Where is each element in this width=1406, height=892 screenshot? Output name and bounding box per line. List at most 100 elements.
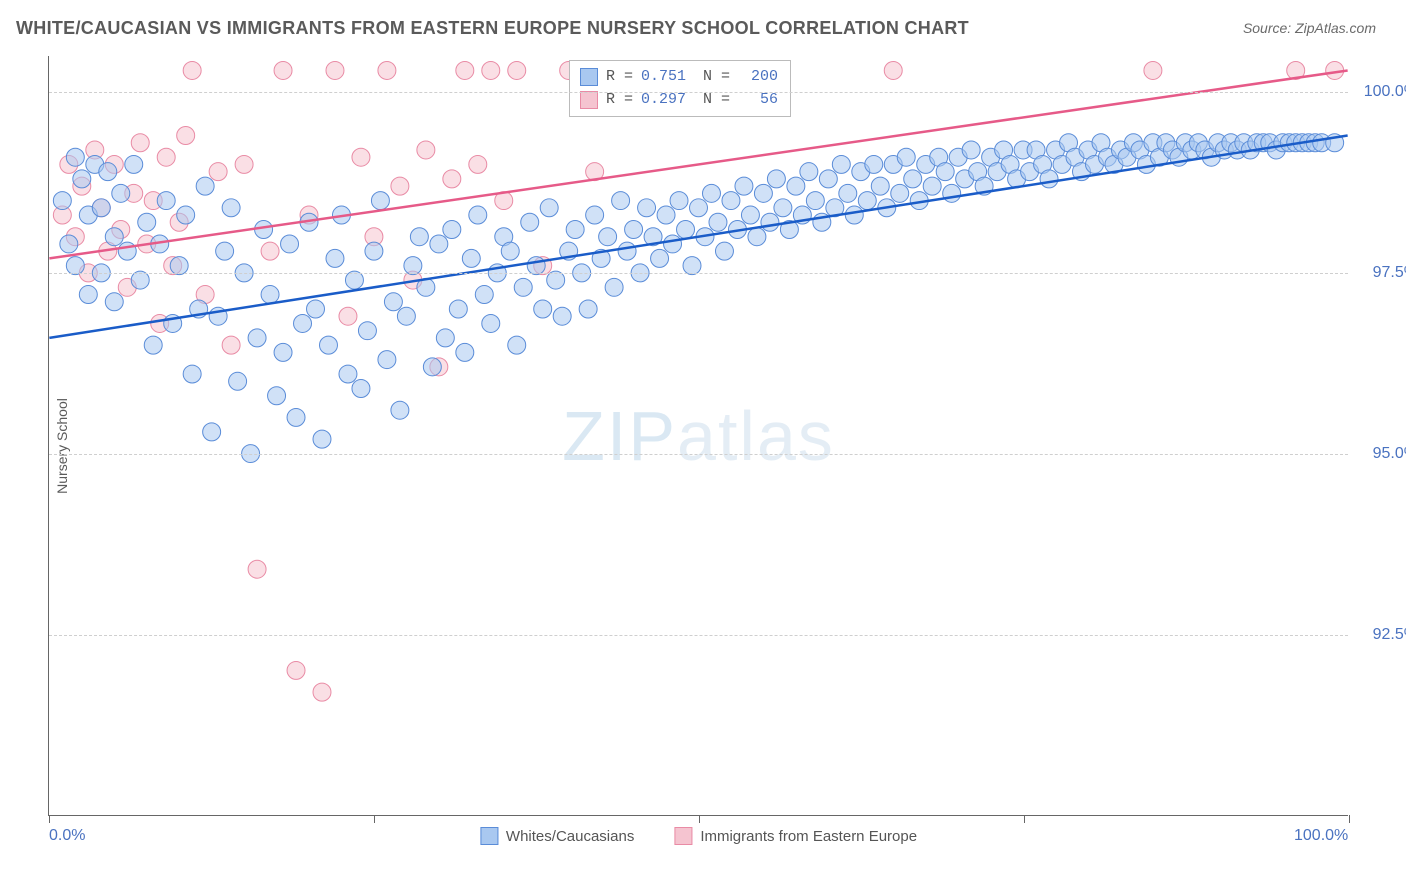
data-point (339, 307, 357, 325)
data-point (897, 148, 915, 166)
data-point (352, 380, 370, 398)
data-point (157, 148, 175, 166)
data-point (183, 61, 201, 79)
data-point (469, 206, 487, 224)
data-point (222, 336, 240, 354)
data-point (177, 127, 195, 145)
data-point (443, 170, 461, 188)
data-point (222, 199, 240, 217)
data-point (540, 199, 558, 217)
x-tick-label: 100.0% (1294, 827, 1348, 845)
data-point (871, 177, 889, 195)
data-point (670, 192, 688, 210)
data-point (358, 322, 376, 340)
data-point (521, 213, 539, 231)
bottom-legend-label: Whites/Caucasians (506, 828, 634, 845)
data-point (891, 184, 909, 202)
data-point (508, 336, 526, 354)
data-point (99, 163, 117, 181)
legend-row: R =0.751N =200 (580, 66, 778, 89)
data-point (709, 213, 727, 231)
data-point (397, 307, 415, 325)
data-point (183, 365, 201, 383)
data-point (287, 408, 305, 426)
y-tick-label: 95.0% (1373, 445, 1406, 463)
data-point (417, 141, 435, 159)
data-point (501, 242, 519, 260)
data-point (482, 314, 500, 332)
data-point (962, 141, 980, 159)
data-point (339, 365, 357, 383)
data-point (66, 257, 84, 275)
data-point (462, 249, 480, 267)
data-point (514, 278, 532, 296)
data-point (73, 170, 91, 188)
data-point (53, 192, 71, 210)
data-point (456, 343, 474, 361)
data-point (326, 61, 344, 79)
data-point (774, 199, 792, 217)
legend-r-label: R = (606, 66, 633, 89)
data-point (196, 177, 214, 195)
data-point (715, 242, 733, 260)
data-point (307, 300, 325, 318)
data-point (274, 343, 292, 361)
data-point (430, 235, 448, 253)
data-point (618, 242, 636, 260)
data-point (677, 220, 695, 238)
x-tick-label: 0.0% (49, 827, 85, 845)
chart-title: WHITE/CAUCASIAN VS IMMIGRANTS FROM EASTE… (16, 18, 969, 39)
x-tick (1024, 815, 1025, 823)
data-point (767, 170, 785, 188)
data-point (391, 401, 409, 419)
x-tick (699, 815, 700, 823)
data-point (235, 155, 253, 173)
source-attribution: Source: ZipAtlas.com (1243, 20, 1376, 36)
gridline (49, 454, 1348, 455)
gridline (49, 92, 1348, 93)
data-point (404, 257, 422, 275)
data-point (904, 170, 922, 188)
data-point (599, 228, 617, 246)
data-point (702, 184, 720, 202)
data-point (261, 242, 279, 260)
data-point (177, 206, 195, 224)
data-point (754, 184, 772, 202)
data-point (612, 192, 630, 210)
data-point (819, 170, 837, 188)
data-point (170, 257, 188, 275)
data-point (936, 163, 954, 181)
data-point (209, 163, 227, 181)
bottom-legend-label: Immigrants from Eastern Europe (700, 828, 917, 845)
data-point (248, 560, 266, 578)
data-point (319, 336, 337, 354)
plot-area: ZIPatlas R =0.751N =200R =0.297N =56 Whi… (48, 56, 1348, 816)
y-tick-label: 92.5% (1373, 626, 1406, 644)
y-tick-label: 97.5% (1373, 264, 1406, 282)
data-point (138, 213, 156, 231)
data-point (566, 220, 584, 238)
data-point (365, 242, 383, 260)
data-point (527, 257, 545, 275)
data-point (105, 293, 123, 311)
data-point (391, 177, 409, 195)
source-label: Source: (1243, 20, 1291, 36)
data-point (534, 300, 552, 318)
legend-swatch (674, 827, 692, 845)
data-point (443, 220, 461, 238)
data-point (832, 155, 850, 173)
data-point (203, 423, 221, 441)
data-point (761, 213, 779, 231)
data-point (690, 199, 708, 217)
bottom-legend-item: Whites/Caucasians (480, 827, 634, 845)
data-point (651, 249, 669, 267)
y-tick-label: 100.0% (1364, 83, 1406, 101)
data-point (683, 257, 701, 275)
data-point (722, 192, 740, 210)
data-point (469, 155, 487, 173)
data-point (579, 300, 597, 318)
data-point (352, 148, 370, 166)
data-point (741, 206, 759, 224)
x-tick (49, 815, 50, 823)
data-point (216, 242, 234, 260)
